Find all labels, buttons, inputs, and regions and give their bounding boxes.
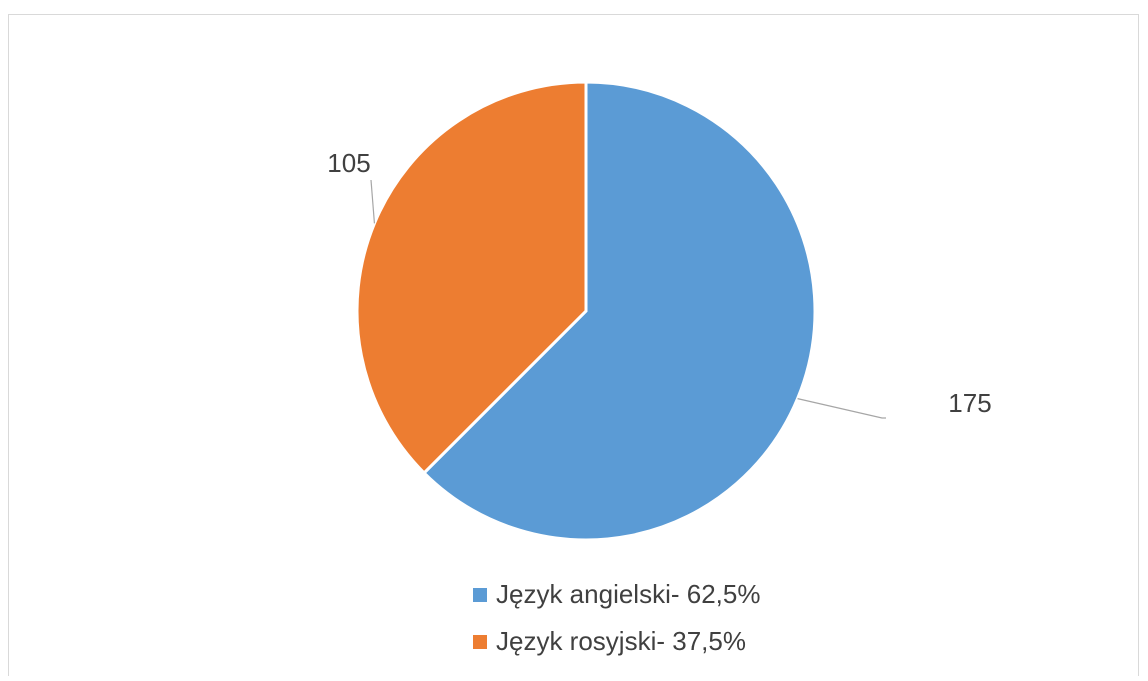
data-label: 105 — [327, 148, 370, 178]
legend-swatch — [473, 635, 487, 649]
pie — [355, 80, 817, 542]
leader-line — [797, 398, 886, 419]
leader-line — [370, 179, 376, 224]
legend-label: Język angielski- 62,5% — [496, 579, 760, 609]
data-label: 175 — [948, 388, 991, 418]
pie-slice — [355, 80, 588, 476]
legend: Język angielski- 62,5% Język rosyjski- 37… — [473, 579, 760, 656]
legend-label: Język rosyjski- 37,5% — [496, 626, 746, 656]
legend-swatch — [473, 588, 487, 602]
data-labels: 175 105 — [327, 148, 992, 419]
